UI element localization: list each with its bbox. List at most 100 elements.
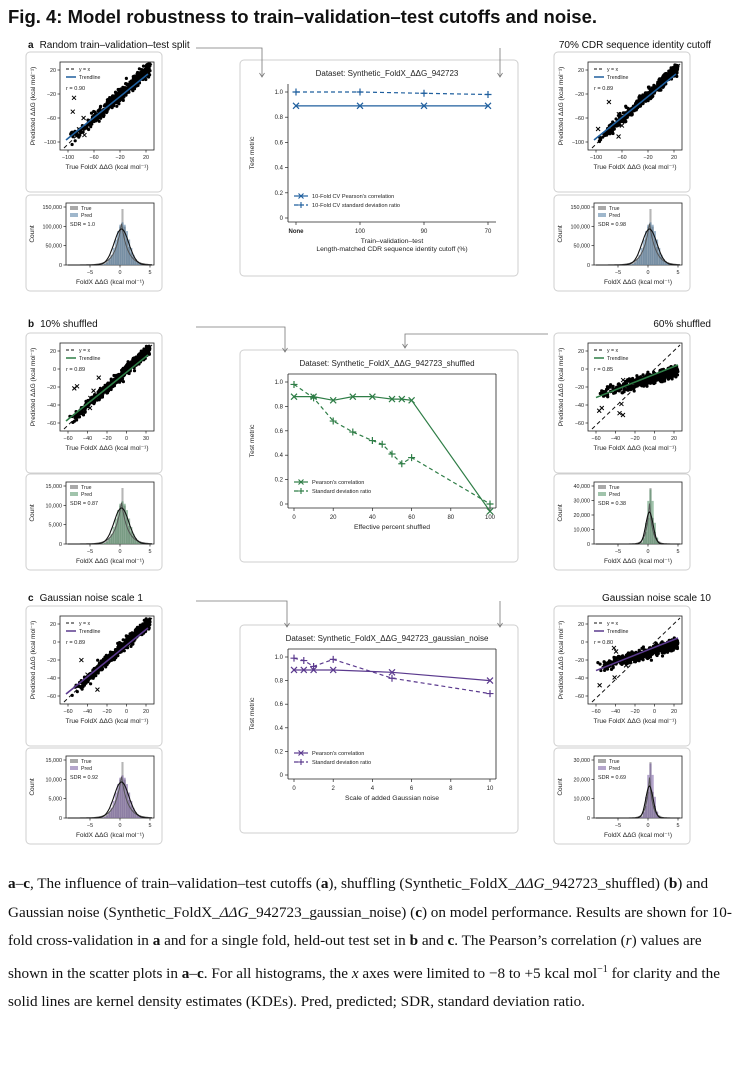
hist-bar-pred: [132, 254, 135, 265]
series-marker-plus: [292, 88, 300, 96]
x-tick-label: 5: [677, 270, 680, 276]
y-axis-label: Count: [29, 778, 36, 796]
scatter-panel: y = x Trendline r = 0.85 −60 −40 −20 0 20 20 0 −20…: [553, 332, 691, 474]
legend-trend-label: Trendline: [607, 356, 629, 362]
data-point: [655, 653, 659, 658]
x-tick-label: 0: [647, 823, 650, 829]
data-point: [671, 68, 676, 72]
outlier-marker: [620, 377, 626, 383]
data-point: [145, 618, 149, 623]
data-point: [625, 115, 629, 119]
panel-b-left-label: b 10% shuffled: [28, 319, 98, 330]
panel-a-right-label: 70% CDR sequence identity cutoff: [558, 40, 711, 51]
series-marker-x: [329, 396, 337, 404]
y-tick-label: 20: [578, 622, 584, 628]
y-tick-label: 0.6: [275, 140, 284, 146]
y-tick-label: 150,000: [43, 205, 63, 211]
data-point: [78, 133, 82, 137]
data-point: [148, 617, 152, 621]
series-marker-plus: [356, 88, 364, 96]
pearson-r-label: r = 0.80: [594, 640, 613, 646]
panel-border: [25, 51, 163, 193]
data-point: [632, 389, 636, 393]
data-point: [648, 654, 652, 658]
data-point: [627, 653, 632, 657]
hist-bar-true: [132, 256, 135, 265]
data-point: [136, 353, 141, 357]
hist-bar-pred: [638, 254, 641, 265]
data-point: [612, 655, 616, 660]
x-tick-label: −20: [102, 436, 111, 442]
hist-bar-pred: [119, 503, 122, 544]
legend-identity-label: y = x: [79, 348, 91, 354]
y-tick-label: 20: [50, 68, 56, 74]
hist-bar-pred: [664, 262, 667, 265]
hist-bar-pred: [117, 231, 120, 265]
x-axis-label: True FoldX ΔΔG (kcal mol⁻¹): [65, 718, 148, 725]
y-tick-label: 0: [53, 640, 56, 646]
data-point: [624, 105, 628, 109]
data-point: [605, 130, 609, 134]
hist-bar-pred: [103, 263, 106, 265]
connector-line: [404, 333, 548, 348]
data-point: [83, 680, 87, 684]
kde-true-line: [596, 223, 681, 266]
hist-bar-pred: [651, 224, 654, 265]
hist-bar-true: [647, 791, 650, 818]
data-point: [647, 372, 651, 376]
x-axis-label: True FoldX ΔΔG (kcal mol⁻¹): [65, 445, 148, 452]
legend-label: Standard deviation ratio: [312, 760, 371, 766]
hist-bar-pred: [108, 538, 111, 544]
y-tick-label: −40: [575, 676, 584, 682]
outlier-marker: [616, 134, 621, 139]
y-tick-label: 0: [53, 367, 56, 373]
x-tick-label: 0: [125, 709, 128, 715]
y-tick-label: 100,000: [571, 224, 591, 230]
hist-bar-pred: [645, 231, 648, 265]
data-point: [95, 118, 99, 122]
connector-arrowhead: [497, 622, 503, 628]
sdr-label: SDR = 0.69: [598, 775, 626, 781]
legend-pred-swatch: [598, 213, 606, 217]
data-point: [666, 74, 670, 79]
data-point: [597, 139, 602, 144]
series-marker-x: [290, 393, 298, 401]
legend-true-swatch: [598, 206, 606, 210]
data-point: [675, 373, 680, 377]
x-tick-label: 5: [677, 823, 680, 829]
y-tick-label: 0.4: [275, 166, 284, 172]
hist-bar-true: [123, 226, 126, 265]
x-tick-label: −100: [62, 155, 74, 161]
hist-bar-true: [645, 805, 648, 818]
hist-bar-true: [114, 799, 117, 818]
hist-bar-pred: [136, 815, 139, 818]
hist-bar-true: [662, 259, 665, 265]
y-tick-label: 0.2: [275, 478, 284, 484]
panel-border: [239, 349, 519, 563]
data-point: [658, 77, 662, 81]
sdr-label: SDR = 0.87: [70, 501, 98, 507]
series-marker-x: [388, 668, 396, 676]
hist-bar-true: [651, 226, 654, 265]
y-tick-label: 20: [50, 349, 56, 355]
axes-frame: [593, 481, 683, 545]
hist-bar-pred: [123, 503, 126, 544]
hist-bar-true: [121, 762, 124, 818]
y-tick-label: 0.8: [275, 115, 284, 121]
x-tick-label: 70: [485, 229, 492, 235]
hist-bar-pred: [139, 816, 142, 818]
data-point: [663, 373, 667, 377]
scatter-panel: y = x Trendline r = 0.90 −100 −60 −20 20 20 −20 −…: [25, 51, 163, 193]
axes-frame: [65, 202, 155, 266]
hist-bar-true: [121, 488, 124, 544]
y-tick-label: 0.6: [275, 702, 284, 708]
data-point: [128, 632, 132, 636]
data-point: [131, 75, 135, 79]
hist-bar-pred: [136, 262, 139, 265]
connector-arrowhead: [282, 347, 288, 353]
data-point: [142, 70, 146, 74]
x-axis-label: True FoldX ΔΔG (kcal mol⁻¹): [65, 164, 148, 171]
y-tick-label: 20: [50, 622, 56, 628]
x-axis-label-line2: Length-matched CDR sequence identity cut…: [316, 246, 467, 253]
